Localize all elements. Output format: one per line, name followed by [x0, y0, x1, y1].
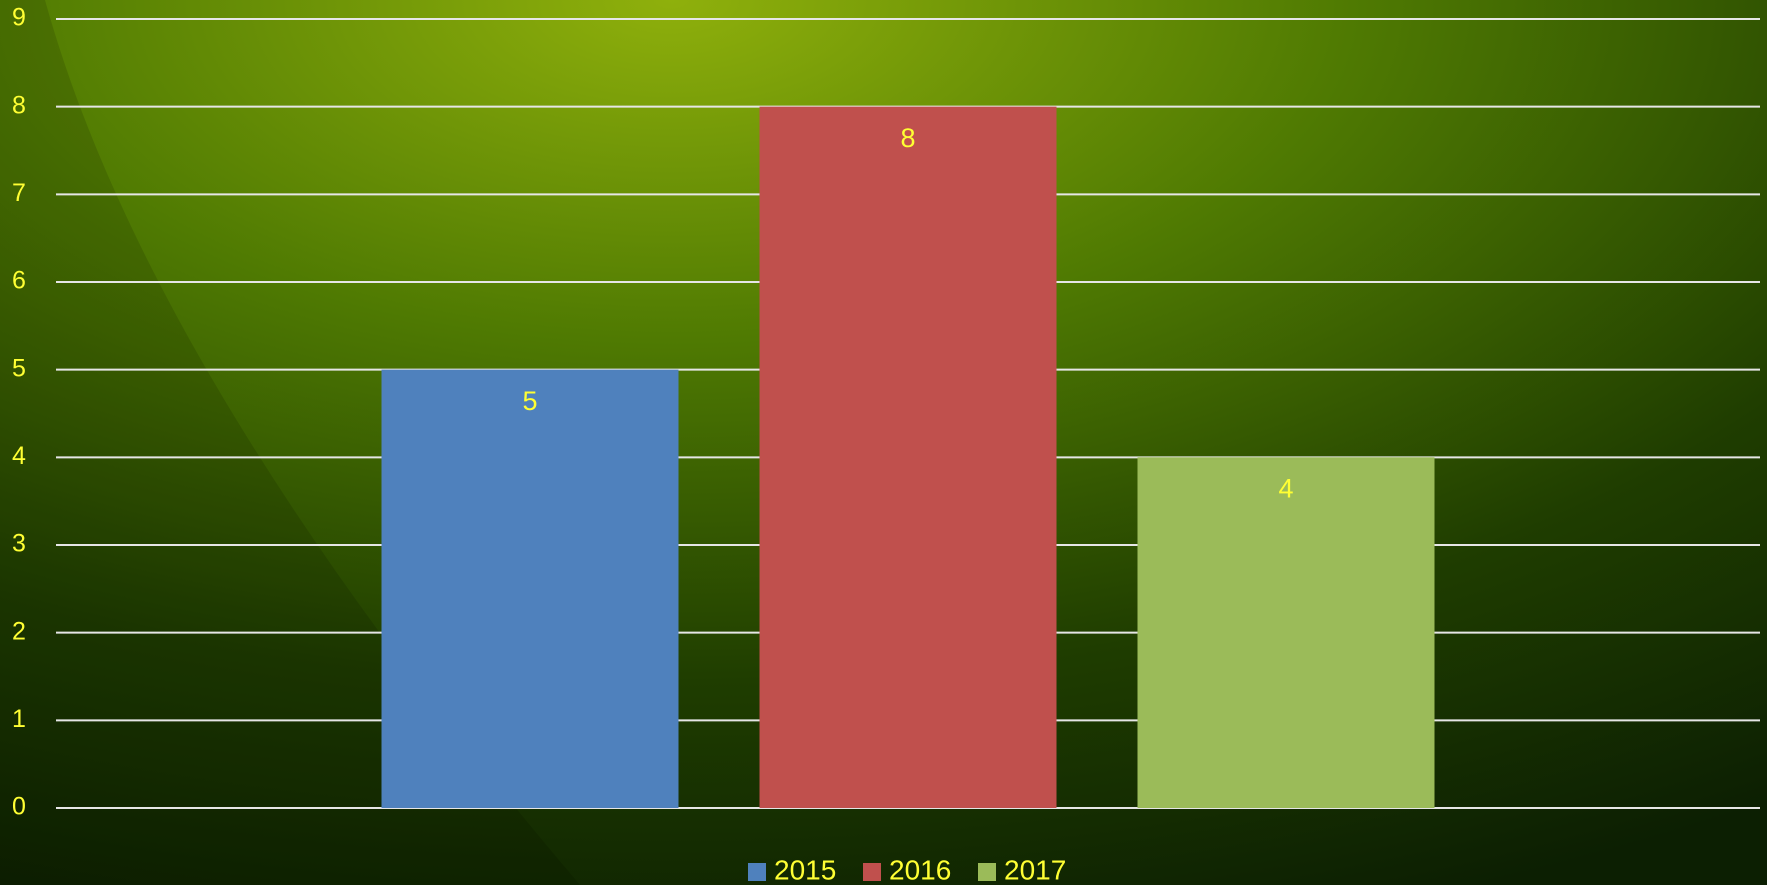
background-swoosh: [0, 0, 580, 885]
legend-label: 2016: [889, 854, 951, 885]
y-tick-label: 2: [12, 617, 26, 645]
bar: [381, 369, 679, 808]
data-label: 5: [522, 386, 537, 416]
legend-swatch: [978, 863, 996, 881]
bar: [759, 106, 1057, 808]
data-label: 4: [1278, 473, 1293, 503]
legend-label: 2017: [1004, 854, 1066, 885]
y-tick-label: 1: [12, 705, 26, 733]
y-tick-label: 4: [12, 442, 26, 470]
legend-label: 2015: [774, 854, 836, 885]
y-tick-label: 5: [12, 354, 26, 382]
y-tick-label: 3: [12, 530, 26, 558]
legend-swatch: [863, 863, 881, 881]
y-tick-label: 9: [12, 4, 26, 32]
y-tick-label: 6: [12, 267, 26, 295]
y-tick-label: 8: [12, 91, 26, 119]
y-tick-label: 7: [12, 179, 26, 207]
y-tick-label: 0: [12, 793, 26, 821]
legend-swatch: [748, 863, 766, 881]
bar: [1137, 457, 1435, 808]
data-label: 8: [900, 123, 915, 153]
